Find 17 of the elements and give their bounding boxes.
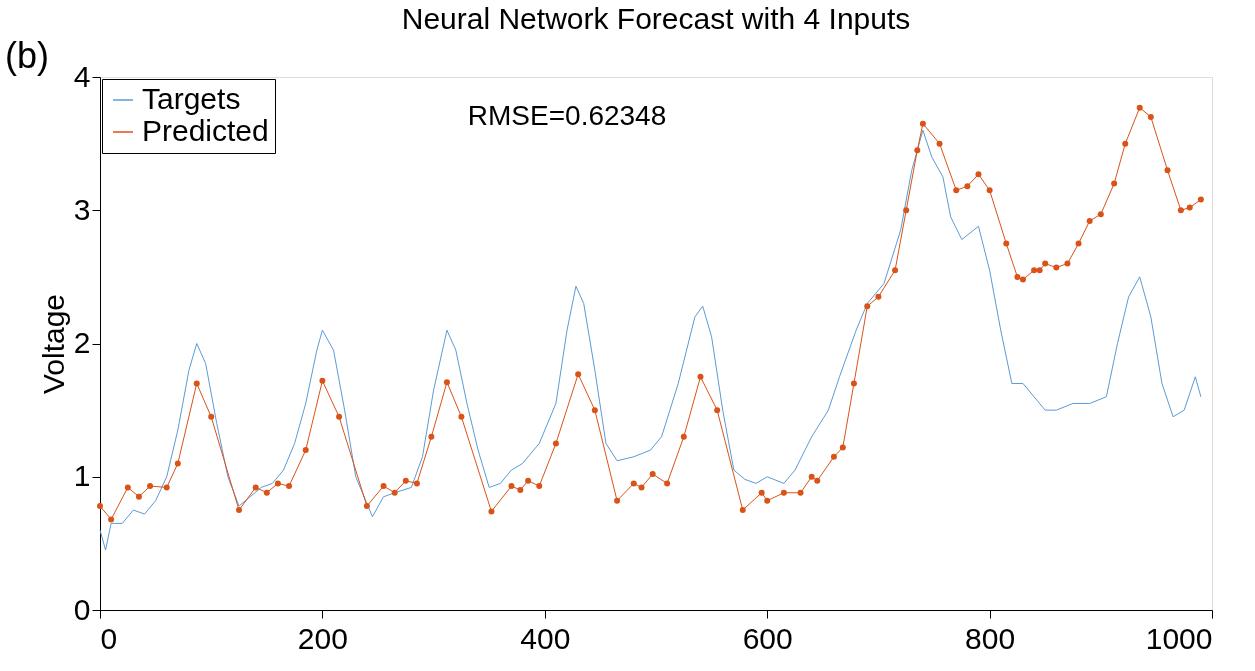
x-tick-label: 200 (297, 621, 348, 655)
y-tick-label: 4 (73, 59, 91, 93)
annotation: RMSE=0.62348 (467, 100, 667, 131)
legend-label: Predicted (142, 114, 269, 147)
x-tick-label: 1000 (1145, 621, 1213, 655)
x-tick-label: 400 (520, 621, 571, 655)
y-tick-label: 1 (73, 459, 91, 493)
x-tick-label: 800 (965, 621, 1016, 655)
y-tick-label: 2 (73, 326, 91, 359)
text: (b) (5, 35, 49, 76)
x-tick-label: 600 (742, 621, 793, 655)
legend-label: Targets (142, 82, 241, 115)
y-tick-label: 3 (73, 192, 91, 226)
chart-title: Neural Network Forecast with 4 Inputs (401, 2, 911, 35)
y-tick-label: 0 (73, 592, 91, 626)
x-tick-label: 0 (100, 621, 118, 655)
y-axis-title: Voltage (36, 293, 70, 395)
